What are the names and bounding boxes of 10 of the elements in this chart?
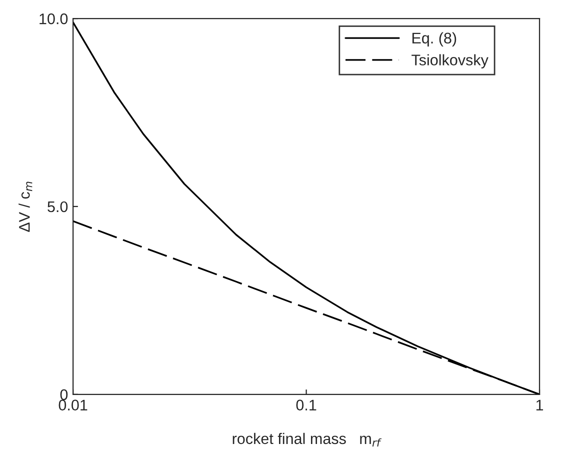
x-tick-label: 0.1: [296, 400, 316, 410]
x-tick-label: 0.01: [58, 400, 88, 410]
legend-label: Tsiolkovsky: [412, 54, 488, 68]
x-axis-title: rocket final mass m$_{rf}$: [232, 432, 382, 446]
y-tick-label: 10.0: [40, 13, 68, 24]
y-tick-label: 5.0: [48, 201, 68, 212]
legend-label: Eq. (8): [412, 32, 456, 47]
y-tick-label: 0: [60, 389, 68, 400]
x-tick-label: 1: [536, 400, 544, 410]
y-axis-title: ΔV / c$_{m}$: [18, 182, 32, 232]
